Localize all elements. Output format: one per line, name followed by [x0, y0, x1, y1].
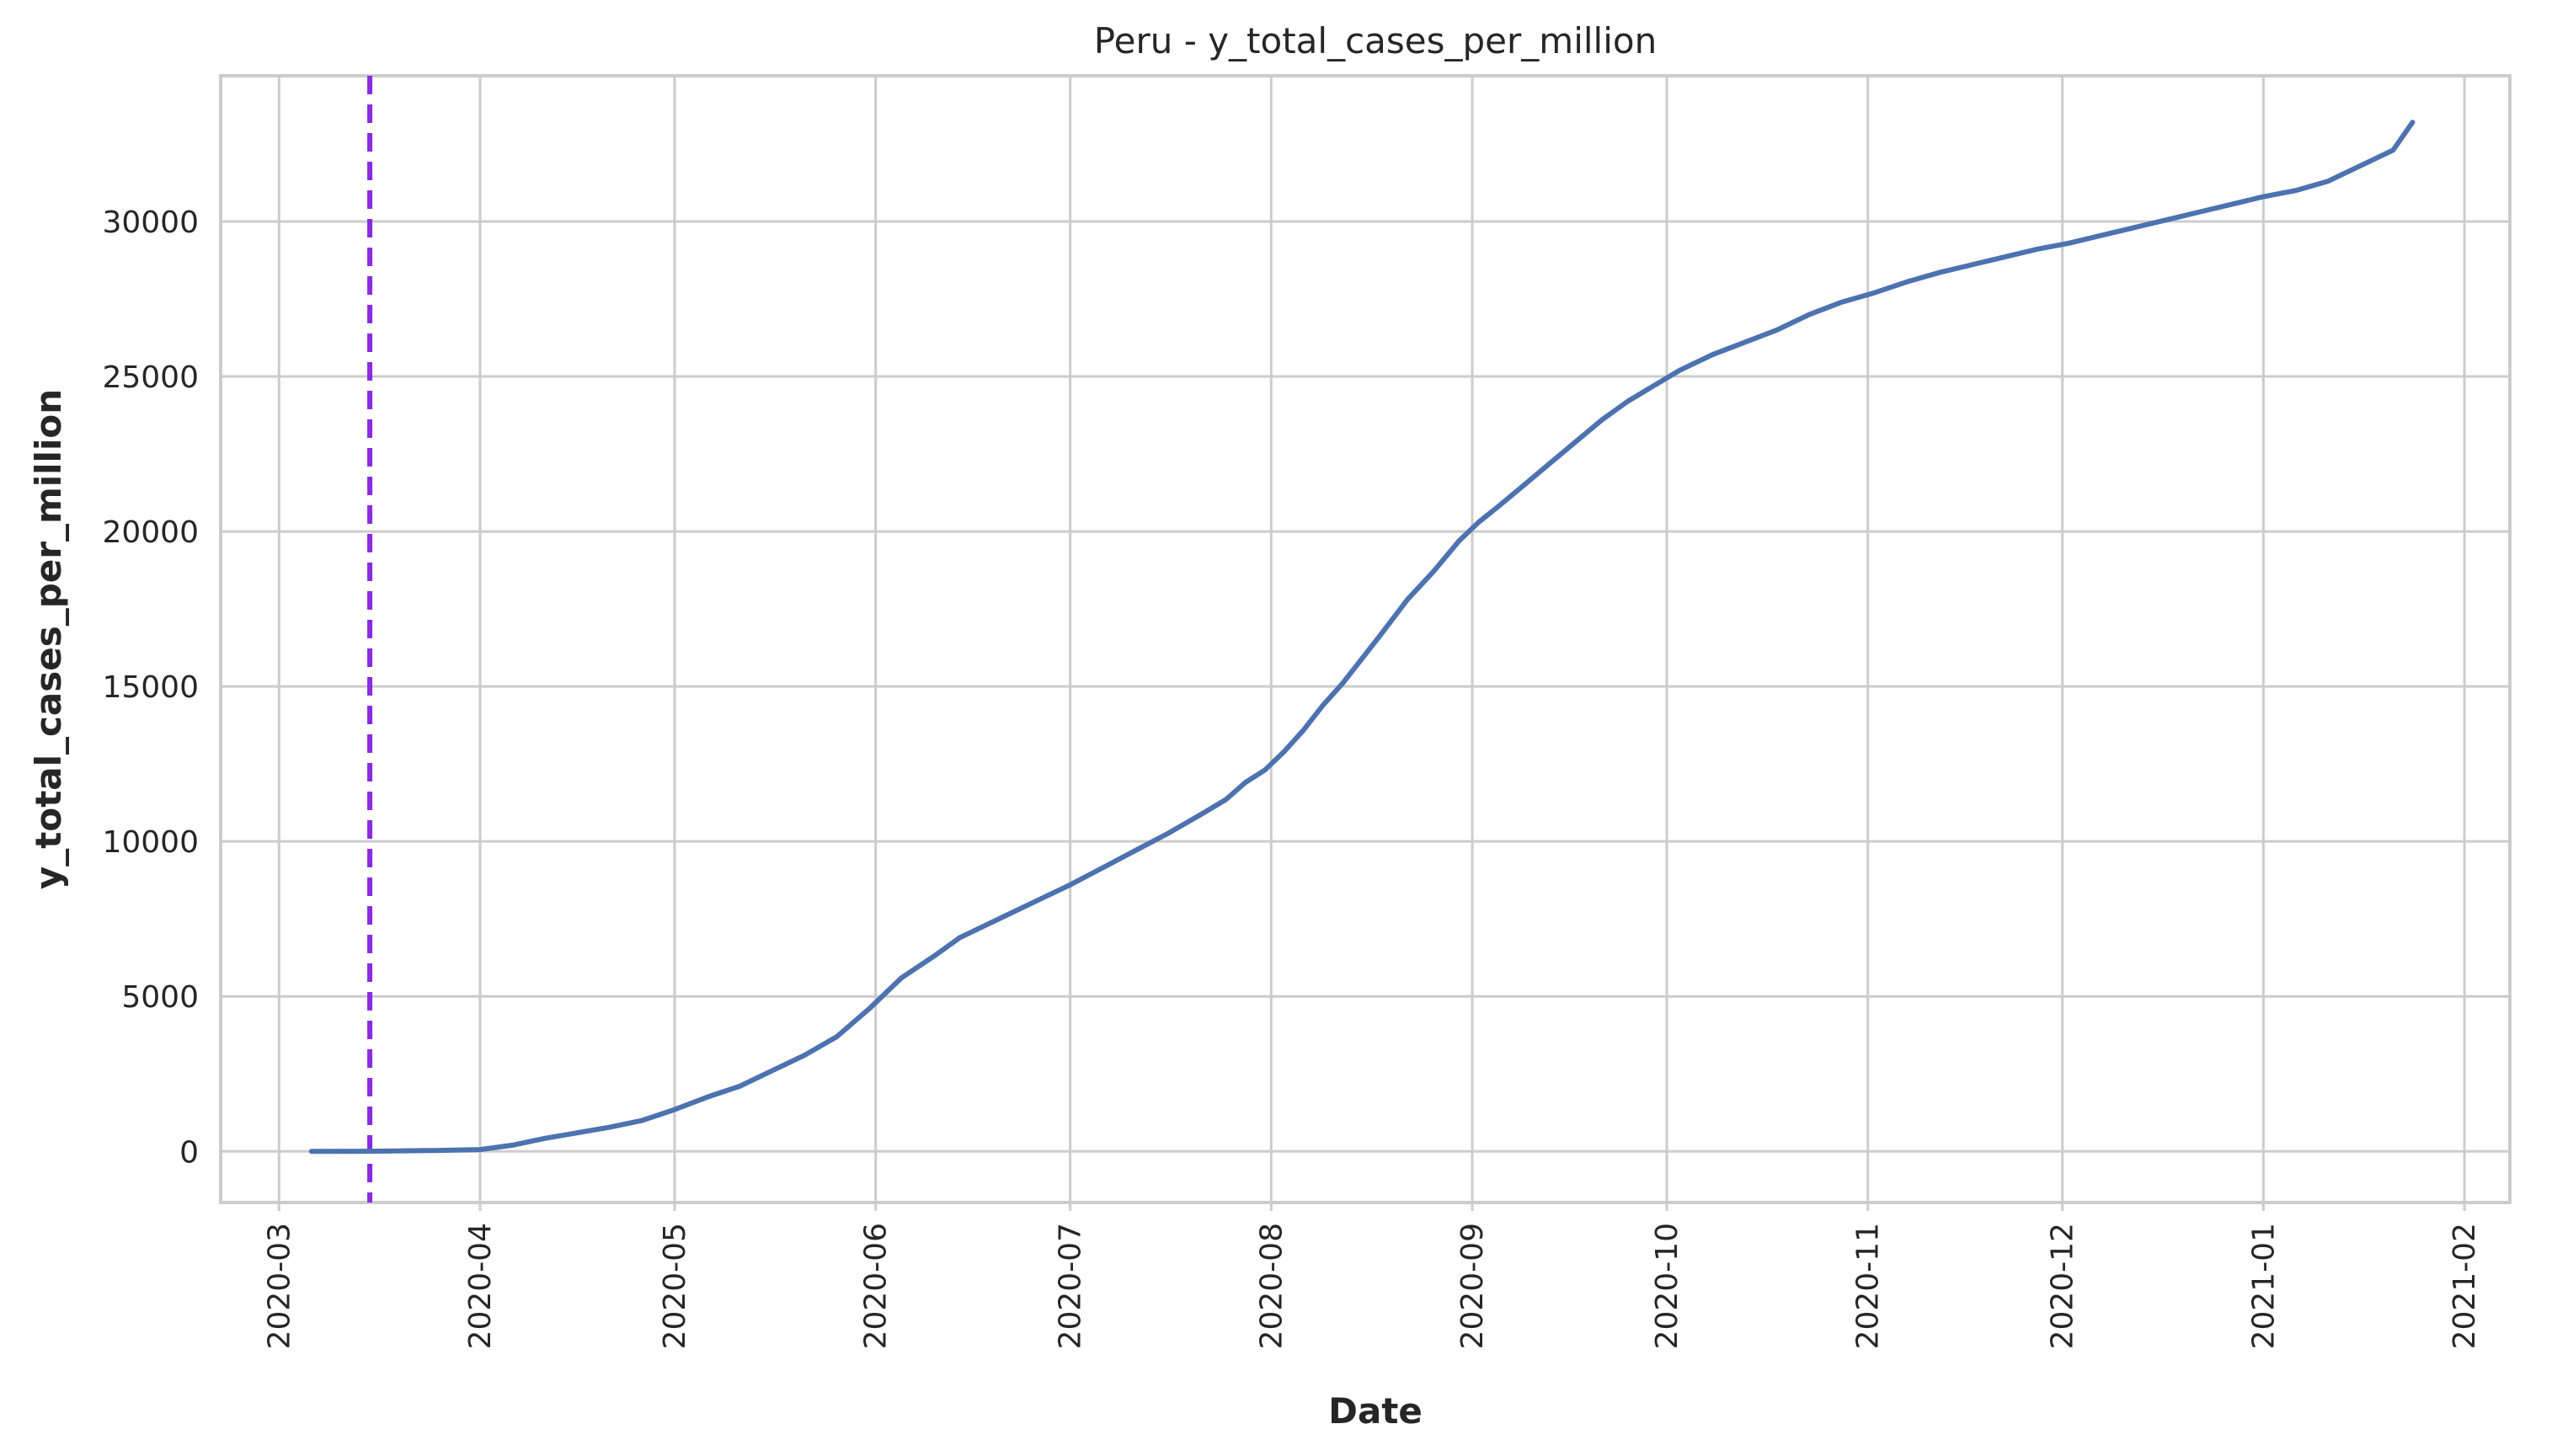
x-tick-label: 2020-08 [1254, 1223, 1289, 1349]
plot-frame [219, 74, 2512, 1204]
x-tick-labels: 2020-03 2020-04 2020-05 2020-06 2020-07 2020-… [262, 1223, 2482, 1349]
chart-title: Peru - y_total_cases_per_million [1094, 20, 1657, 61]
y-tick-label: 5000 [121, 980, 199, 1015]
y-tick-label: 15000 [102, 670, 199, 705]
grid [221, 76, 2510, 1211]
x-tick-label: 2021-02 [2448, 1223, 2482, 1349]
x-tick-label: 2021-01 [2246, 1223, 2281, 1349]
y-tick-label: 0 [179, 1135, 199, 1170]
x-tick-label: 2020-06 [859, 1223, 894, 1349]
x-tick-label: 2020-11 [1851, 1223, 1886, 1349]
y-axis-title: y_total_cases_per_million [28, 389, 69, 889]
x-tick-label: 2020-07 [1054, 1223, 1088, 1349]
y-tick-labels: 0 5000 10000 15000 20000 25000 30000 [102, 205, 199, 1170]
y-tick-label: 25000 [102, 360, 199, 395]
x-tick-label: 2020-05 [658, 1223, 692, 1349]
y-tick-label: 10000 [102, 825, 199, 860]
series-line [308, 120, 2416, 1155]
x-axis-title: Date [1328, 1390, 1423, 1432]
series-layer [308, 120, 2416, 1155]
x-tick-label: 2020-04 [463, 1223, 498, 1349]
x-tick-label: 2020-10 [1650, 1223, 1684, 1349]
x-tick-label: 2020-03 [262, 1223, 296, 1349]
x-tick-label: 2020-09 [1455, 1223, 1490, 1349]
y-tick-label: 30000 [102, 205, 199, 240]
x-tick-label: 2020-12 [2046, 1223, 2080, 1349]
y-tick-label: 20000 [102, 515, 199, 550]
